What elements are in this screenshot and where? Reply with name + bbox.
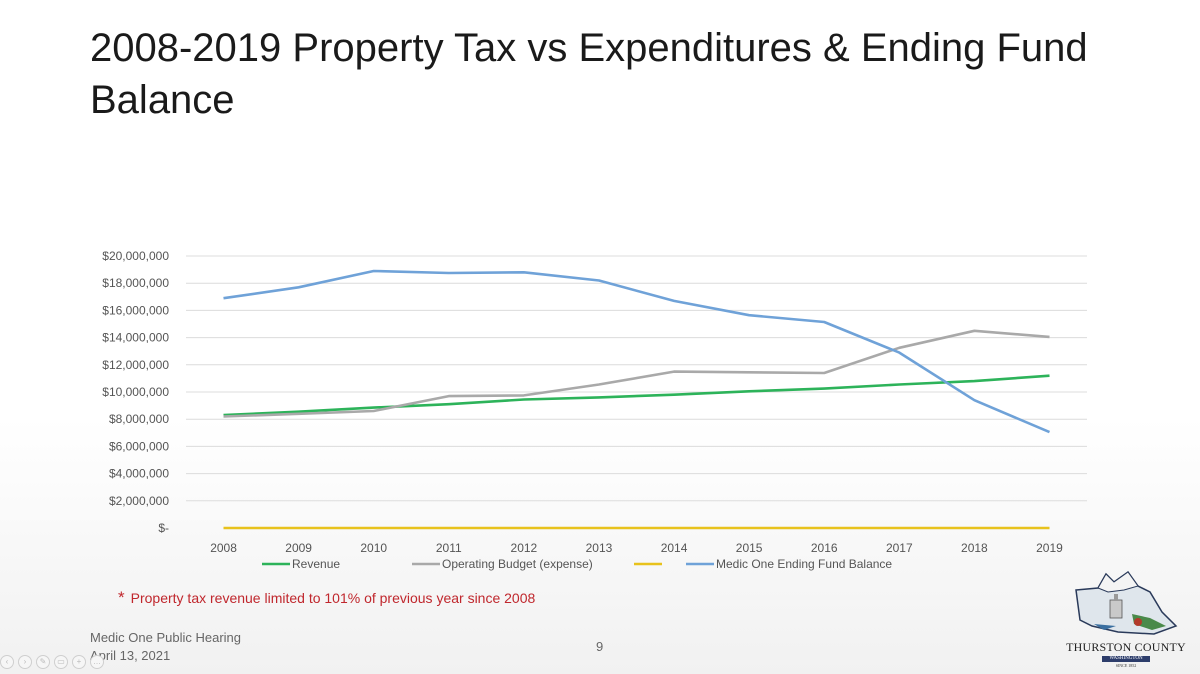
x-tick-label: 2017: [886, 541, 913, 555]
footnote: * Property tax revenue limited to 101% of…: [118, 588, 535, 608]
y-tick-label: $6,000,000: [109, 439, 169, 453]
y-tick-label: $20,000,000: [102, 249, 169, 263]
series-line: [223, 329, 1050, 418]
x-tick-label: 2014: [661, 541, 688, 555]
zoom-icon[interactable]: +: [72, 655, 86, 669]
legend: Revenue Operating Budget (expense) Medic O…: [262, 557, 892, 571]
view-icon[interactable]: ▭: [54, 655, 68, 669]
x-tick-label: 2018: [961, 541, 988, 555]
legend-label: Operating Budget (expense): [442, 557, 593, 571]
footer-event: Medic One Public Hearing April 13, 2021: [90, 629, 241, 665]
y-tick-label: $16,000,000: [102, 303, 169, 317]
y-tick-label: $18,000,000: [102, 276, 169, 290]
y-tick-label: $10,000,000: [102, 385, 169, 399]
footnote-text: Property tax revenue limited to 101% of …: [130, 590, 536, 606]
footer-event-date: April 13, 2021: [90, 648, 171, 663]
logo-text: THURSTON COUNTY: [1066, 640, 1186, 654]
pen-icon[interactable]: ✎: [36, 655, 50, 669]
x-tick-label: 2013: [586, 541, 613, 555]
x-tick-label: 2015: [736, 541, 763, 555]
y-tick-label: $14,000,000: [102, 331, 169, 345]
y-tick-label: $12,000,000: [102, 358, 169, 372]
x-tick-label: 2016: [811, 541, 838, 555]
y-tick-label: $2,000,000: [109, 494, 169, 508]
previous-icon[interactable]: ‹: [0, 655, 14, 669]
x-tick-label: 2009: [285, 541, 312, 555]
footer-event-name: Medic One Public Hearing: [90, 630, 242, 645]
logo-subtext: WASHINGTON: [1102, 656, 1150, 662]
legend-label: Medic One Ending Fund Balance: [716, 557, 892, 571]
x-tick-label: 2010: [360, 541, 387, 555]
x-tick-label: 2019: [1036, 541, 1063, 555]
x-tick-label: 2008: [210, 541, 237, 555]
gridlines: [186, 255, 1087, 502]
series-lines: [223, 269, 1051, 530]
y-tick-label: $-: [158, 521, 169, 535]
y-tick-label: $4,000,000: [109, 467, 169, 481]
page-number: 9: [596, 639, 604, 654]
x-tick-label: 2011: [436, 541, 462, 555]
series-line: [223, 374, 1050, 417]
more-icon[interactable]: …: [90, 655, 104, 669]
county-map-icon: [1075, 570, 1178, 635]
y-tick-label: $8,000,000: [109, 412, 169, 426]
y-axis-tick-labels: $- $2,000,000 $4,000,000 $6,000,000 $8,000,0…: [102, 249, 169, 535]
slide-title: 2008-2019 Property Tax vs Expenditures &…: [90, 26, 1088, 122]
series-line: [223, 269, 1051, 434]
presentation-toolbar: ‹ › ✎ ▭ + …: [0, 655, 104, 673]
x-axis-tick-labels: 2008 2009 2010 2011 2012 2013 2014 2015 2016 2017…: [210, 541, 1063, 555]
thurston-county-logo: THURSTON COUNTY WASHINGTON SINCE 1852: [1058, 568, 1194, 668]
x-tick-label: 2012: [511, 541, 538, 555]
logo-since: SINCE 1852: [1115, 663, 1137, 668]
footnote-asterisk: *: [118, 588, 125, 607]
next-icon[interactable]: ›: [18, 655, 32, 669]
legend-label: Revenue: [292, 557, 340, 571]
